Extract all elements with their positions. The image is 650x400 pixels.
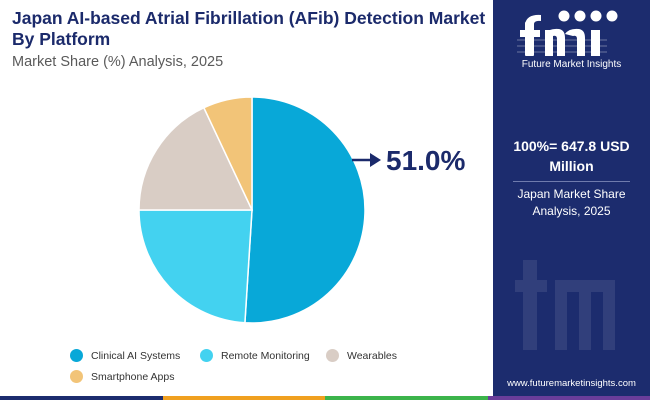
legend-swatch — [70, 349, 83, 362]
brand-name: Future Market Insights — [521, 59, 622, 70]
footer-bar-segment — [487, 396, 650, 400]
pie-slice-remote-monitoring — [138, 209, 253, 324]
callout-arrow-icon — [370, 153, 381, 167]
callout-value: 51.0% — [386, 145, 465, 176]
watermark-logo-icon — [515, 260, 615, 350]
legend-swatch — [326, 349, 339, 362]
legend-swatch — [70, 370, 83, 383]
info-sidebar: Future Market Insights 100%= 647.8 USD M… — [493, 0, 650, 396]
legend-swatch — [200, 349, 213, 362]
footer-color-bar — [0, 396, 650, 400]
chart-panel: Japan AI-based Atrial Fibrillation (AFib… — [12, 8, 486, 383]
pie-chart: 51.0% — [138, 96, 465, 324]
footer-bar-segment — [325, 396, 488, 400]
pie-slice-wearables — [138, 106, 254, 211]
fmi-logo — [517, 10, 618, 56]
legend-item-remote-monitoring: Remote Monitoring — [200, 349, 310, 362]
legend-label: Clinical AI Systems — [91, 349, 181, 362]
market-share-label: Japan Market Share Analysis, 2025 — [517, 187, 626, 218]
legend-label: Wearables — [347, 349, 397, 362]
divider — [513, 181, 630, 182]
pie-slice-clinical-ai-systems — [244, 96, 366, 324]
footer-bar-segment — [162, 396, 325, 400]
legend-item-clinical-ai-systems: Clinical AI Systems — [70, 349, 180, 362]
legend-label: Remote Monitoring — [221, 349, 310, 362]
page-subtitle: Market Share (%) Analysis, 2025 — [12, 54, 224, 70]
legend-label: Smartphone Apps — [91, 370, 175, 383]
market-total: 100%= 647.8 USD Million — [513, 138, 630, 174]
website-link[interactable]: www.futuremarketinsights.com — [507, 378, 636, 389]
page-title: Japan AI-based Atrial Fibrillation (AFib… — [12, 8, 486, 49]
pie-slice-smartphone-apps — [202, 96, 253, 211]
footer-bar-segment — [0, 396, 163, 400]
legend-item-smartphone-apps: Smartphone Apps — [70, 370, 174, 383]
legend-item-wearables: Wearables — [326, 349, 397, 362]
